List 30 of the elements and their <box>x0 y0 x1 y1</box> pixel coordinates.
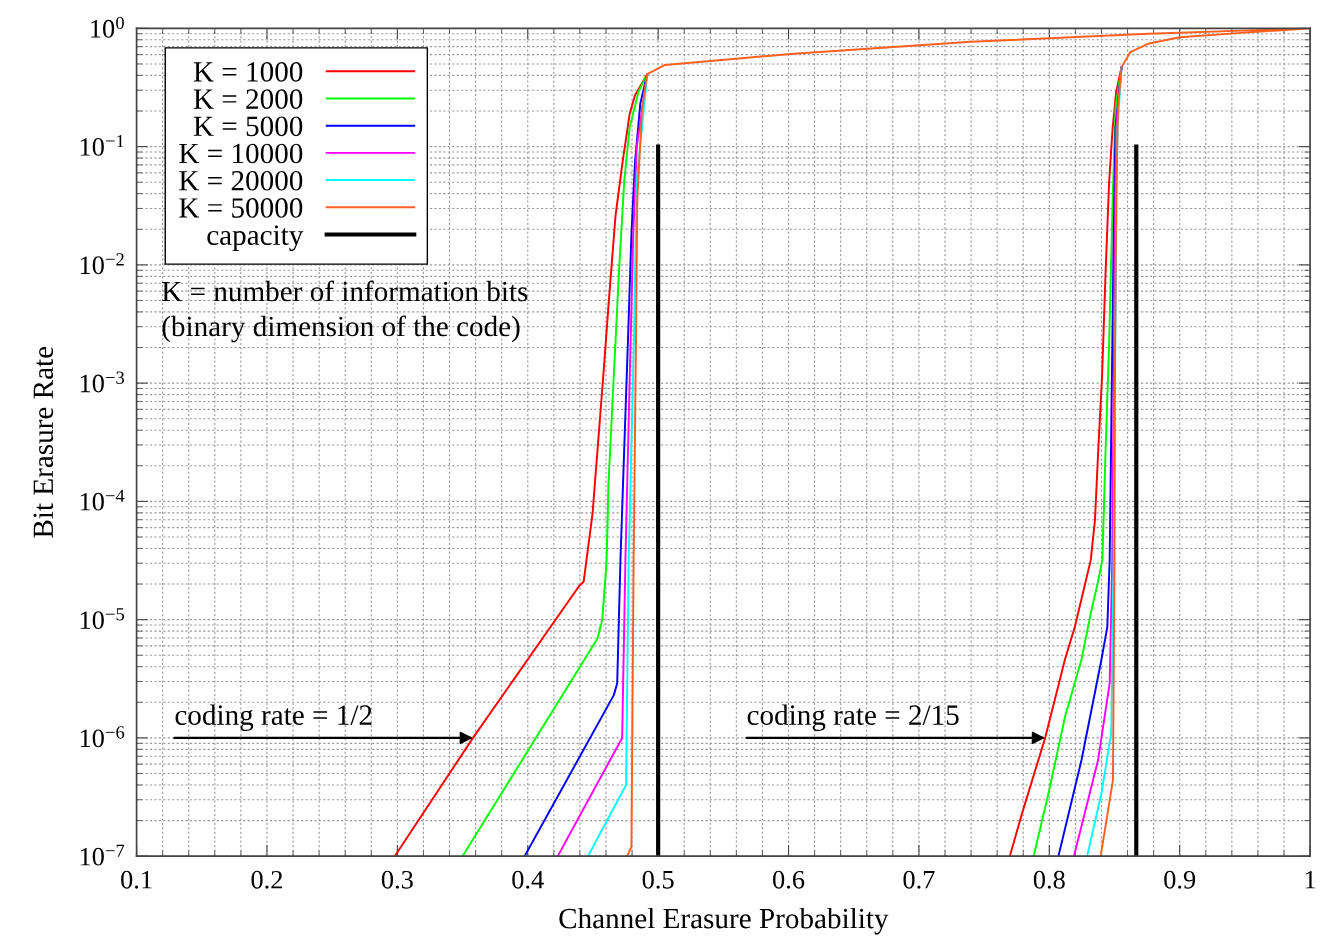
x-axis-title: Channel Erasure Probability <box>559 907 889 935</box>
x-tick-label: 0.2 <box>251 870 283 889</box>
legend-label: capacity <box>207 225 304 252</box>
legend-label: K = 5000 <box>193 116 303 137</box>
annotation: K = number of information bits (binary dimension of the code) <box>162 280 528 343</box>
legend-label: K = 10000 <box>179 143 303 164</box>
y-tick-label: 10$^{−1}$ <box>80 134 124 156</box>
x-tick-label: 0.6 <box>773 870 805 889</box>
x-tick-label: 0.1 <box>121 870 152 889</box>
x-tick-label: 1 <box>1305 870 1316 889</box>
legend-label: K = 20000 <box>179 170 303 191</box>
y-tick-label: 10$^{0}$ <box>91 16 124 38</box>
y-tick-label: 10$^{−7}$ <box>80 844 125 866</box>
x-tick-label: 0.3 <box>381 870 413 889</box>
x-tick-label: 0.9 <box>1164 870 1196 889</box>
y-tick-label: 10$^{−3}$ <box>80 371 125 393</box>
y-tick-label: 10$^{−2}$ <box>80 253 124 275</box>
annotation: coding rate = 2/15 <box>747 704 959 731</box>
y-tick-label: 10$^{−6}$ <box>80 726 125 748</box>
legend-label: K = 50000 <box>179 198 303 218</box>
x-tick-label: 0.5 <box>642 870 674 889</box>
x-tick-label: 0.7 <box>903 870 935 889</box>
annotation: coding rate = 1/2 <box>175 704 372 731</box>
legend-label: K = 1000 <box>193 62 303 82</box>
y-axis-title: Bit Erasure Rate <box>33 346 54 538</box>
legend-label: K = 2000 <box>193 89 303 109</box>
x-tick-label: 0.8 <box>1033 870 1065 889</box>
y-tick-label: 10$^{−5}$ <box>80 608 125 630</box>
y-tick-label: 10$^{−4}$ <box>80 489 125 511</box>
x-tick-label: 0.4 <box>512 870 544 889</box>
